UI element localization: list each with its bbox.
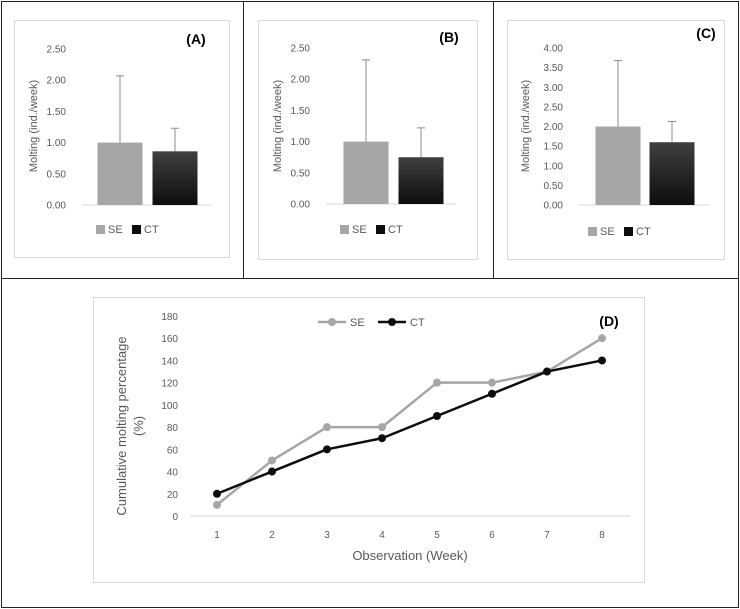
panel-a-ytick-5: 2.50 — [47, 45, 67, 56]
panel-c-ytick-0: 0.00 — [544, 201, 564, 212]
panel-d-xtick-5: 6 — [489, 530, 495, 541]
panel-b-ytick-1: 0.50 — [291, 168, 311, 179]
panel-d-ytick-1: 20 — [167, 490, 179, 501]
panel-d-xtick-3: 4 — [379, 530, 385, 541]
panel-c-ytick-5: 2.50 — [544, 102, 564, 113]
panel-d-point-se-2 — [268, 456, 276, 465]
panel-c-ytick-6: 3.00 — [544, 83, 564, 94]
panel-a-ytick-1: 0.50 — [47, 169, 67, 180]
panel-d-ytick-2: 40 — [167, 468, 179, 479]
panel-d-point-ct-5 — [433, 412, 441, 420]
panel-d-y-axis-label-line1: Cumulative molting percentage — [114, 336, 129, 515]
panel-d-ytick-9: 180 — [161, 312, 178, 323]
panel-d-point-ct-1 — [213, 489, 221, 498]
panel-a-ytick-2: 1.00 — [47, 138, 67, 149]
panel-c-ytick-3: 1.50 — [544, 142, 564, 153]
panel-d-ytick-5: 100 — [161, 401, 178, 412]
panel-d-point-se-3 — [323, 423, 331, 432]
panel-d-xtick-1: 2 — [269, 530, 275, 541]
panel-d-xtick-7: 8 — [599, 530, 605, 541]
panel-d-legend-label-se: SE — [350, 317, 365, 329]
panel-c-bar-ct — [649, 142, 695, 205]
panel-d-panel-label: (D) — [599, 313, 618, 329]
panel-b-bar-se — [343, 141, 389, 204]
panel-a-legend-swatch-ct — [132, 225, 141, 234]
panel-a-legend-swatch-se — [96, 225, 105, 234]
panel-c-legend-label-ct: CT — [636, 226, 651, 238]
panel-c-ytick-2: 1.00 — [544, 161, 564, 172]
panel-b-ytick-3: 1.50 — [291, 106, 311, 117]
panel-d-xtick-4: 5 — [434, 530, 440, 541]
panel-a-bar-se — [97, 142, 143, 205]
panel-a-ytick-0: 0.00 — [47, 201, 67, 212]
panel-d-ytick-8: 160 — [161, 334, 178, 345]
panel-d-xtick-2: 3 — [324, 530, 330, 541]
panel-c-legend-swatch-ct — [624, 227, 633, 236]
panel-b-panel-label: (B) — [439, 29, 458, 45]
panel-d-xtick-6: 7 — [544, 530, 550, 541]
panel-d-point-ct-3 — [323, 445, 331, 454]
panel-d-point-ct-8 — [598, 356, 606, 365]
panel-b-legend-swatch-se — [340, 225, 349, 234]
panel-d-point-se-4 — [378, 423, 386, 432]
panel-a-plot-area — [14, 20, 230, 258]
panel-d-point-ct-4 — [378, 434, 386, 443]
panel-a-ytick-3: 1.50 — [47, 107, 67, 118]
panel-c-ytick-1: 0.50 — [544, 181, 564, 192]
panel-a-bar-ct — [152, 151, 198, 205]
panel-c-ytick-8: 4.00 — [544, 44, 564, 55]
panel-b-legend-label-ct: CT — [388, 224, 403, 236]
panel-d-y-axis-label-line2: (%) — [131, 416, 146, 436]
panel-b-ytick-0: 0.00 — [291, 200, 311, 211]
panel-b-legend-label-se: SE — [352, 224, 367, 236]
panel-b-ytick-2: 1.00 — [291, 137, 311, 148]
panel-d-xtick-0: 1 — [214, 530, 220, 541]
panel-d-point-se-6 — [488, 378, 496, 387]
panel-d-x-axis-label: Observation (Week) — [352, 548, 467, 563]
panel-c-legend-swatch-se — [588, 227, 597, 236]
panel-a-legend-label-ct: CT — [144, 224, 159, 236]
panel-b-ytick-4: 2.00 — [291, 75, 311, 86]
panel-d-legend-marker-se — [328, 318, 336, 326]
panel-c-panel-label: (C) — [696, 25, 715, 41]
panel-a-y-axis-label: Molting (ind./week) — [28, 80, 40, 172]
panel-d-ytick-6: 120 — [161, 379, 178, 390]
panel-b-y-axis-label: Molting (ind./week) — [272, 80, 284, 172]
panel-d-line-se — [216, 337, 603, 506]
panel-c-ytick-4: 2.00 — [544, 122, 564, 133]
panel-d-point-ct-7 — [543, 367, 551, 376]
panel-b-ytick-5: 2.50 — [291, 44, 311, 55]
panel-b-bar-ct — [398, 157, 444, 204]
panel-b-legend-swatch-ct — [376, 225, 385, 234]
panel-d-legend-label-ct: CT — [410, 317, 425, 329]
panel-a-legend-label-se: SE — [108, 224, 123, 236]
panel-a-panel-label: (A) — [186, 31, 205, 47]
panel-d-point-ct-6 — [488, 389, 496, 398]
panel-d-ytick-4: 80 — [167, 423, 179, 434]
panel-d-point-ct-2 — [268, 467, 276, 476]
panel-a-ytick-4: 2.00 — [47, 76, 67, 87]
panel-d-line-ct — [216, 359, 603, 495]
panel-d-legend-marker-ct — [388, 318, 396, 326]
panel-c-legend-label-se: SE — [600, 226, 615, 238]
panel-d-point-se-5 — [433, 378, 441, 387]
panel-d-point-se-1 — [213, 500, 221, 509]
panel-d-ytick-7: 140 — [161, 356, 178, 367]
panel-d-frame — [1, 278, 739, 608]
panel-c-y-axis-label: Molting (ind./week) — [520, 80, 532, 172]
panel-d-point-se-8 — [598, 334, 606, 343]
panel-d-ytick-3: 60 — [167, 445, 179, 456]
panel-c-bar-se — [595, 126, 641, 205]
panel-c-ytick-7: 3.50 — [544, 63, 564, 74]
panel-d-ytick-0: 0 — [172, 512, 178, 523]
